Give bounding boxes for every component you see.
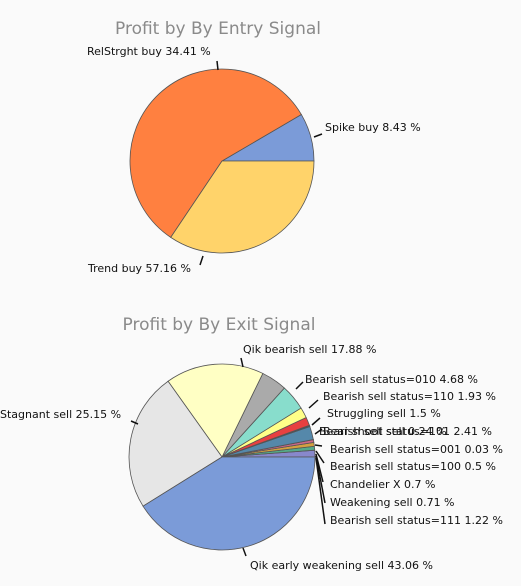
- slice-label-bearish-010: Bearish sell status=010 4.68 %: [305, 373, 478, 386]
- entry-chart-title: Profit by By Entry Signal: [115, 19, 321, 39]
- exit-chart-title: Profit by By Exit Signal: [123, 315, 316, 335]
- slice-label-spike-buy: Spike buy 8.43 %: [325, 121, 421, 134]
- exit-pie: [128, 363, 316, 551]
- slice-label-weakening-sell: Weakening sell 0.71 %: [330, 496, 455, 509]
- slice-label-struggling-sell: Struggling sell 1.5 %: [327, 407, 441, 420]
- pie-slice-relstrght-buy-34-41: [170, 160, 315, 254]
- slice-label-bearish-100: Bearish sell status=100 0.5 %: [330, 460, 496, 473]
- leader-bearish-110: [308, 399, 319, 409]
- leader-qik-early-weakening: [242, 547, 247, 557]
- slice-label-bearish-111: Bearish sell status=111 1.22 %: [330, 514, 503, 527]
- leader-bearish-100: [315, 450, 325, 464]
- leader-struggling-sell: [311, 417, 321, 426]
- exit-signal-chart: Profit by By Exit Signal Qik bearish sel…: [0, 315, 503, 572]
- pie-slice-slice-14: [142, 456, 316, 551]
- entry-pie: [129, 68, 315, 254]
- pie-slice-qik-early-weakening-sell-43-06: [128, 380, 223, 507]
- pie-slice-trend-buy-57-16: [129, 68, 302, 238]
- pie-slice-stagnant-sell-25-15: [167, 363, 264, 458]
- slice-label-bearish-101: Bearish sell status=101 2.41 %: [319, 425, 492, 438]
- slice-label-chandelier: Chandelier X 0.7 %: [330, 478, 436, 491]
- leader-trend-buy: [199, 255, 204, 266]
- entry-signal-chart: Profit by By Entry Signal Spike buy 8.43…: [87, 19, 421, 275]
- slice-label-relstrght-buy: RelStrght buy 34.41 %: [87, 45, 211, 58]
- slice-label-trend-buy: Trend buy 57.16 %: [87, 262, 191, 275]
- slice-label-stagnant-sell: Stagnant sell 25.15 %: [0, 408, 121, 421]
- leader-bearish-001: [314, 444, 323, 447]
- leader-bearish-111: [315, 457, 326, 525]
- leader-stagnant-sell: [130, 420, 139, 425]
- leader-qik-bearish-sell: [240, 357, 244, 368]
- leader-bearish-101: [314, 428, 323, 435]
- slice-label-bearish-110: Bearish sell status=110 1.93 %: [323, 390, 496, 403]
- slice-label-bear-shoot-sell: Bear shoot sell 0.24 %: [323, 425, 447, 438]
- slice-label-bearish-001: Bearish sell status=001 0.03 %: [330, 443, 503, 456]
- leader-bearish-010: [295, 381, 304, 390]
- leader-relstrght-buy: [216, 60, 219, 71]
- leader-spike-buy: [313, 133, 323, 138]
- slice-label-qik-bearish-sell: Qik bearish sell 17.88 %: [243, 343, 376, 356]
- slice-label-qik-early-weakening: Qik early weakening sell 43.06 %: [250, 559, 433, 572]
